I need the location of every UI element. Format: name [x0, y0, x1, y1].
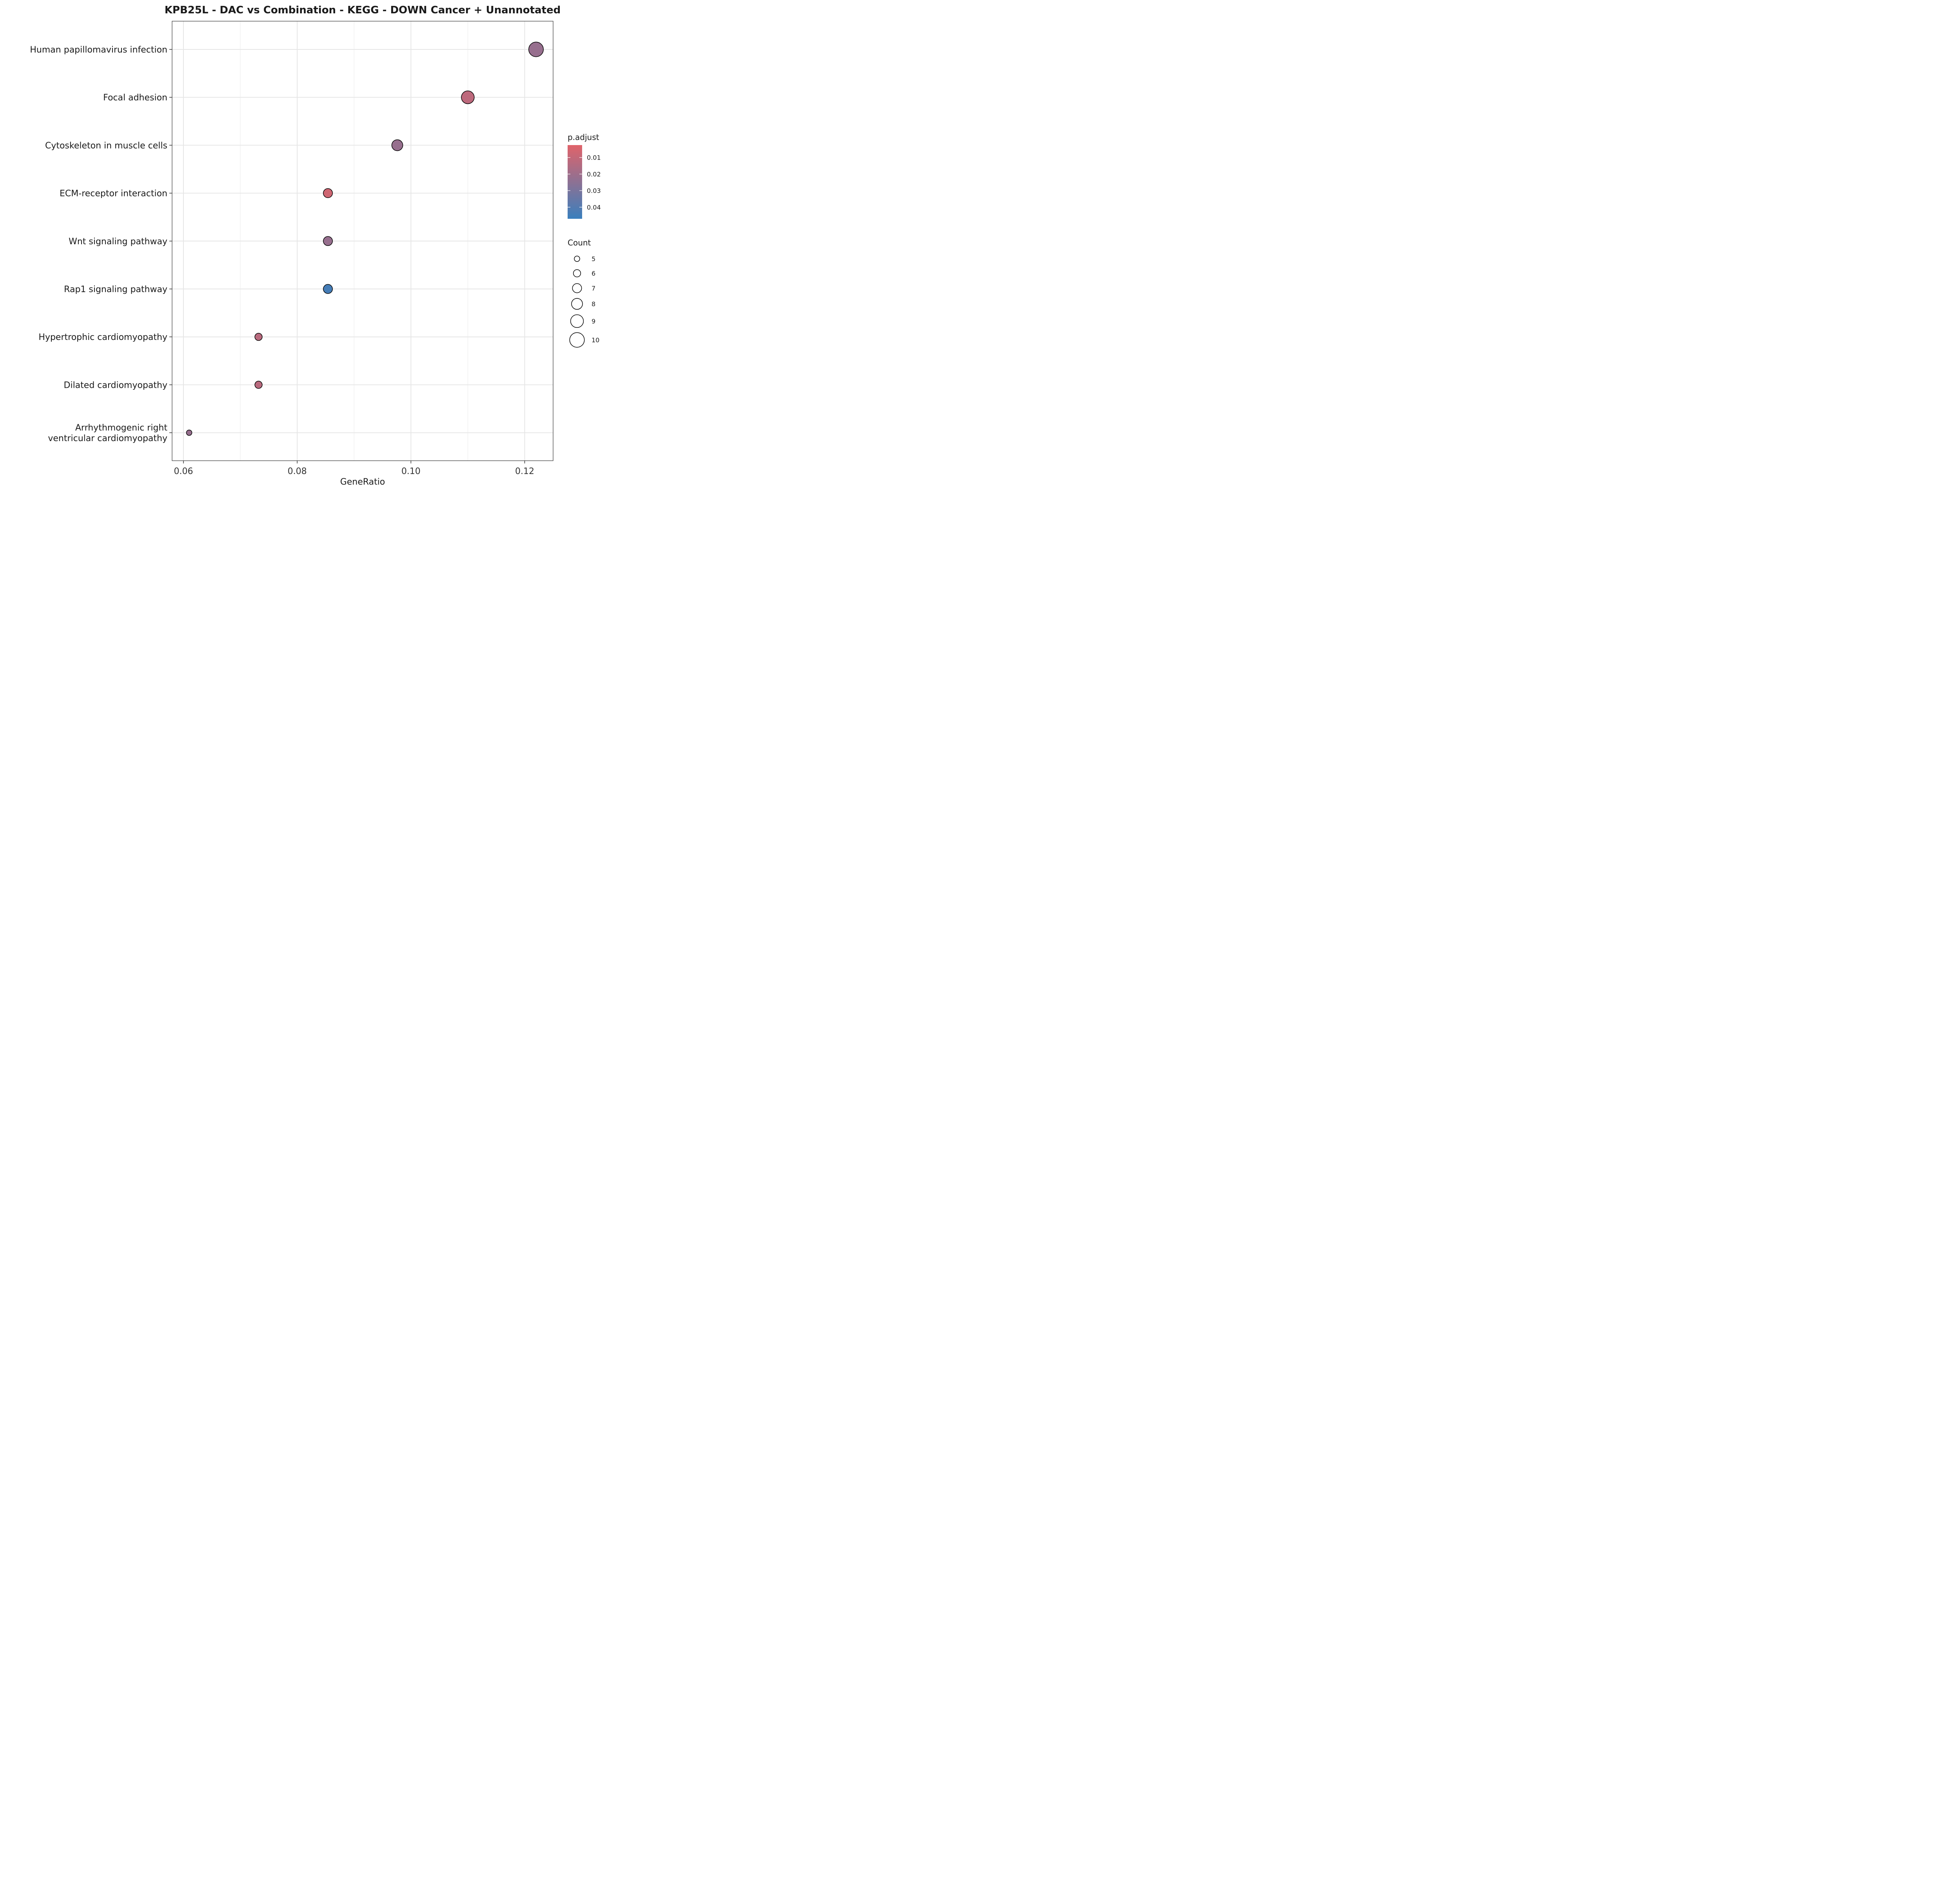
size-legend-label: 6 [592, 270, 595, 277]
y-tick-label: Human papillomavirus infection [30, 45, 167, 55]
size-legend-title: Count [568, 238, 591, 247]
size-legend-key [572, 283, 582, 293]
size-legend-key [571, 298, 583, 310]
size-legend-label: 5 [592, 255, 595, 263]
size-legend-label: 8 [592, 300, 595, 308]
y-tick-label: ECM-receptor interaction [60, 189, 167, 199]
plot-panel [172, 21, 554, 461]
chart-title: KPB25L - DAC vs Combination - KEGG - DOW… [165, 4, 561, 16]
data-point [323, 188, 333, 198]
x-tick-label: 0.10 [401, 467, 421, 476]
data-point [254, 333, 263, 341]
data-point [391, 139, 403, 151]
color-legend: p.adjust 0.01 0.02 0.03 0.04 [568, 133, 601, 219]
data-point [323, 236, 333, 246]
color-legend-label: 0.04 [587, 203, 601, 211]
x-tick-label: 0.08 [288, 467, 307, 476]
y-tick-label: Arrhythmogenic right ventricular cardiomy… [48, 423, 167, 443]
size-legend-label: 9 [592, 318, 595, 325]
y-tick-label: Rap1 signaling pathway [64, 285, 167, 294]
y-tick-label: Dilated cardiomyopathy [64, 380, 167, 390]
size-legend-label: 7 [592, 285, 595, 292]
data-point [323, 284, 333, 294]
color-legend-label: 0.03 [587, 187, 601, 194]
size-legend-label: 10 [592, 336, 599, 344]
color-legend-label: 0.02 [587, 171, 601, 178]
data-point [186, 429, 192, 436]
y-axis-labels: Human papillomavirus infection Focal adhe… [30, 45, 172, 443]
x-axis-title: GeneRatio [340, 477, 385, 487]
color-bar [568, 145, 582, 219]
y-tick-label: Hypertrophic cardiomyopathy [38, 332, 167, 342]
data-point [254, 381, 263, 389]
dot-plot: KPB25L - DAC vs Combination - KEGG - DOW… [30, 4, 601, 487]
color-legend-label: 0.01 [587, 154, 601, 162]
y-tick-label: Cytoskeleton in muscle cells [45, 141, 167, 151]
size-legend-key [569, 332, 585, 348]
data-point [461, 91, 475, 104]
y-tick-label: Wnt signaling pathway [69, 237, 167, 247]
size-legend-key [574, 256, 580, 262]
y-tick-label: Focal adhesion [103, 93, 167, 103]
x-tick-label: 0.12 [515, 467, 534, 476]
size-legend-key [573, 269, 581, 278]
x-tick-label: 0.06 [174, 467, 193, 476]
x-axis: 0.06 0.08 0.10 0.12 [174, 461, 534, 476]
color-legend-title: p.adjust [568, 133, 599, 142]
size-legend-key [570, 314, 584, 328]
data-point [528, 42, 544, 57]
